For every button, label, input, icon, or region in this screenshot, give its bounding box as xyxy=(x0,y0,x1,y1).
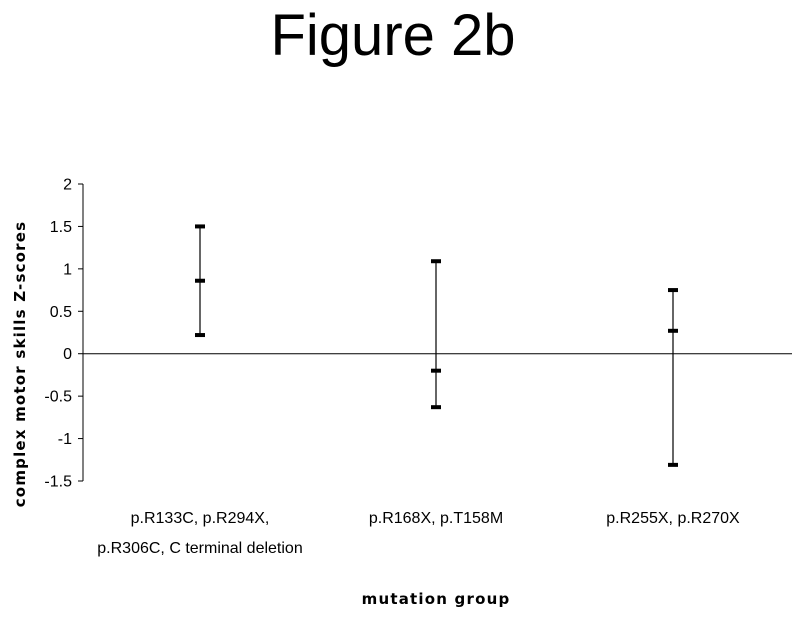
y-tick-label: 0.5 xyxy=(50,304,72,321)
y-axis-title: complex motor skills Z-scores xyxy=(11,221,29,508)
category-label: p.R133C, p.R294X, xyxy=(131,510,270,527)
y-tick-label: -1.5 xyxy=(44,474,72,491)
y-tick-label: 2 xyxy=(63,177,72,194)
plot-area: 2 1.5 1 0.5 0 -0.5 -1 -1.5 p.R133C, p.R294X, p.R3… xyxy=(44,177,792,557)
y-tick-label: 0 xyxy=(63,346,72,363)
category-label: p.R168X, p.T158M xyxy=(369,510,503,527)
y-tick-label: 1.5 xyxy=(50,219,72,236)
x-axis-title: mutation group xyxy=(362,590,511,608)
category-label: p.R255X, p.R270X xyxy=(606,510,740,527)
category-label: p.R306C, C terminal deletion xyxy=(97,540,302,557)
chart-title: Figure 2b xyxy=(270,3,515,68)
y-tick-label: -0.5 xyxy=(44,389,72,406)
y-tick-label: 1 xyxy=(63,261,72,278)
y-tick-label: -1 xyxy=(58,431,72,448)
